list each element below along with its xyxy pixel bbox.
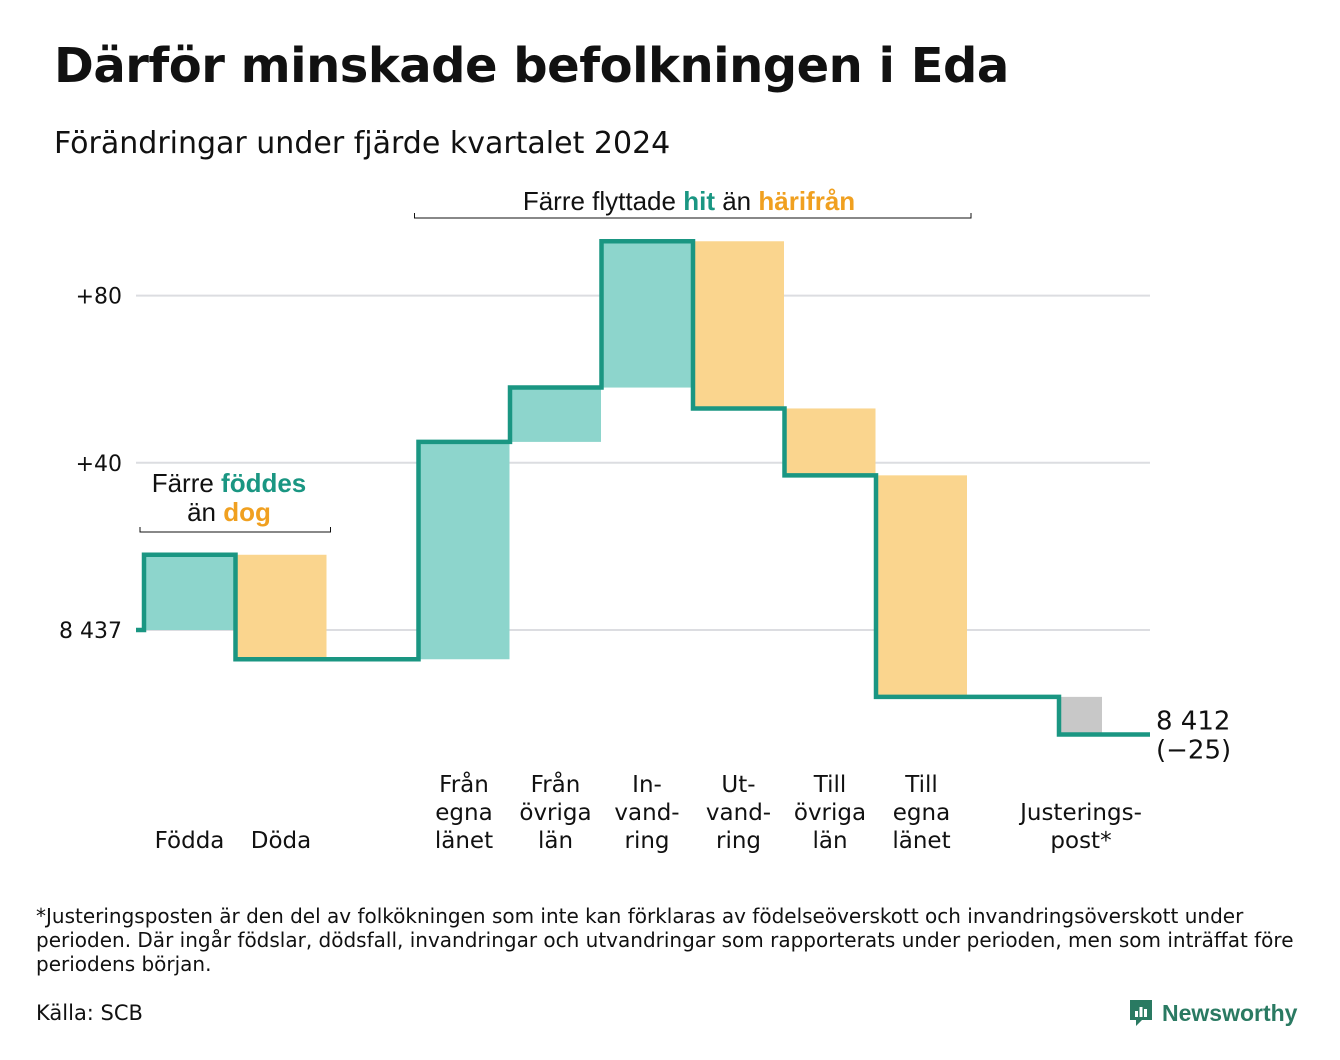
chart-subtitle: Förändringar under fjärde kvartalet 2024 (54, 126, 671, 161)
bar-fodda (144, 554, 235, 630)
category-label-utvandring: Ut- (721, 772, 755, 798)
annotation-births: än dog (187, 497, 271, 527)
bar-till-ovriga-lan (784, 408, 876, 476)
brand-name: Newsworthy (1162, 999, 1298, 1026)
category-label-fran-egna-lanet: Från (439, 770, 489, 798)
category-label-fran-egna-lanet: länet (435, 828, 493, 854)
bar-doda (235, 554, 327, 660)
category-label-till-ovriga-lan: län (812, 828, 847, 854)
category-label-invandring: In- (632, 772, 662, 798)
category-label-till-egna-lanet: länet (892, 828, 950, 854)
bar-justeringspost (1061, 696, 1102, 735)
annotation-migration: Färre flyttade hit än härifrån (523, 186, 855, 216)
bar-fran-ovriga-lan (510, 387, 601, 442)
annotation-segment: än (187, 497, 223, 527)
annotation-segment: dog (223, 497, 271, 527)
category-label-utvandring: vand- (706, 800, 771, 826)
y-tick-label: +80 (76, 285, 122, 310)
y-tick-label: 8 437 (59, 619, 122, 644)
category-label-doda: Döda (251, 828, 311, 854)
bar-utvandring (693, 241, 784, 409)
category-label-invandring: ring (624, 828, 669, 854)
category-label-fran-ovriga-lan: län (538, 828, 573, 854)
category-label-till-egna-lanet: Till (904, 772, 938, 798)
annotation-segment: härifrån (758, 186, 855, 216)
annotation-segment: Färre flyttade (523, 186, 683, 216)
annotation-births: Färre föddes (152, 468, 307, 498)
category-label-fran-egna-lanet: egna (435, 800, 492, 826)
source-label: Källa: SCB (36, 1001, 143, 1025)
category-label-till-ovriga-lan: Till (813, 772, 847, 798)
end-change-label: (−25) (1156, 736, 1231, 766)
annotation-segment: hit (683, 186, 715, 216)
annotation-segment: än (715, 186, 758, 216)
category-label-fran-ovriga-lan: övriga (519, 800, 591, 826)
y-tick-label: +40 (76, 452, 122, 477)
footnote: *Justeringsposten är den del av folkökni… (36, 904, 1294, 976)
bar-fran-egna-lanet (418, 441, 510, 660)
cumulative-step-line (136, 239, 1150, 737)
chart-title: Därför minskade befolkningen i Eda (54, 38, 1009, 94)
category-label-justeringspost: Justerings- (1018, 800, 1142, 826)
category-label-fran-ovriga-lan: Från (531, 770, 581, 798)
category-label-justeringspost: post* (1050, 828, 1111, 854)
annotation-bracket-migration (414, 213, 972, 219)
category-label-till-ovriga-lan: övriga (794, 800, 866, 826)
bar-invandring (601, 241, 693, 388)
annotation-segment: Färre (152, 468, 221, 498)
bar-till-egna-lanet (876, 475, 967, 697)
annotation-bracket-births (139, 527, 331, 533)
newsworthy-logo-icon (1130, 1000, 1152, 1026)
brand: Newsworthy (1128, 998, 1297, 1028)
category-label-utvandring: ring (716, 828, 761, 854)
annotation-segment: föddes (221, 468, 306, 498)
end-value-label: 8 412 (1156, 707, 1230, 737)
category-label-invandring: vand- (614, 800, 679, 826)
category-label-fodda: Födda (155, 828, 225, 854)
category-label-till-egna-lanet: egna (893, 800, 950, 826)
